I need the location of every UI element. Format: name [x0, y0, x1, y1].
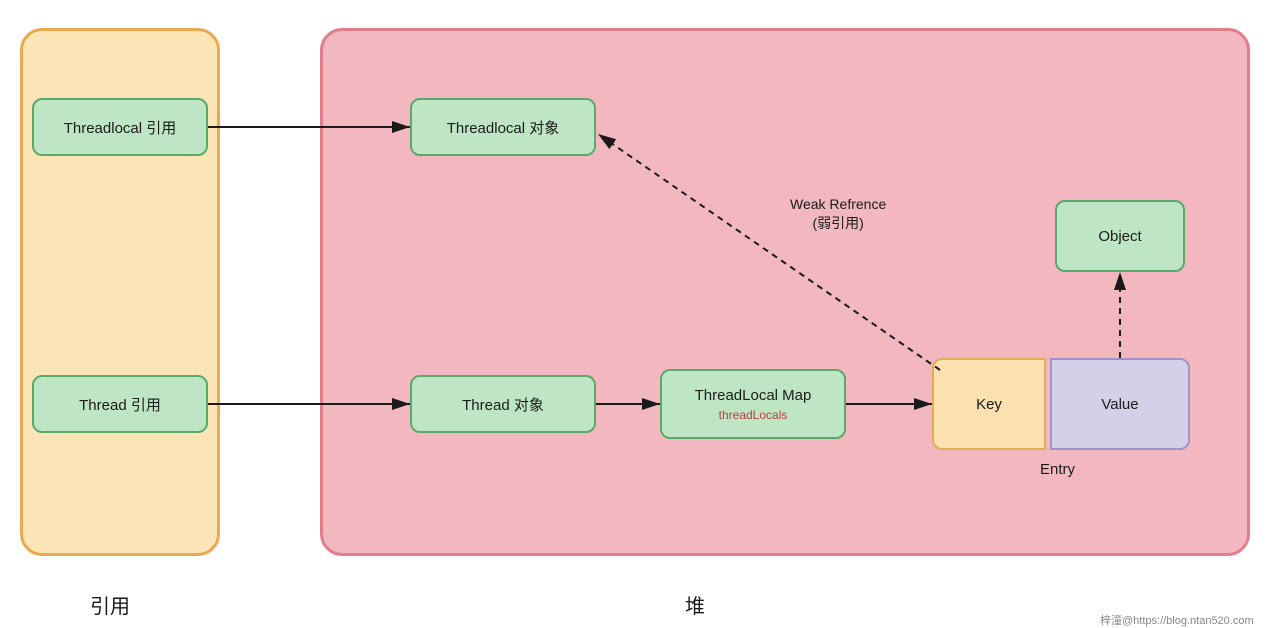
weak-reference-line1: Weak Refrence	[790, 196, 886, 212]
region-stack-label: 引用	[90, 590, 130, 619]
node-label: ThreadLocal Map	[695, 387, 812, 404]
node-threadlocal-obj: Threadlocal 对象	[410, 98, 596, 156]
node-label: Threadlocal 对象	[447, 117, 560, 138]
weak-reference-line2: (弱引用)	[812, 215, 863, 231]
node-label: Value	[1101, 396, 1138, 413]
node-label: Object	[1098, 228, 1141, 245]
node-thread-ref: Thread 引用	[32, 375, 208, 433]
node-label: Thread 引用	[79, 394, 161, 415]
diagram-canvas: Threadlocal 引用 Thread 引用 Threadlocal 对象 …	[0, 0, 1280, 628]
node-object: Object	[1055, 200, 1185, 272]
node-label: Threadlocal 引用	[64, 117, 177, 138]
watermark: 梓潼@https://blog.ntan520.com	[1100, 612, 1254, 628]
node-threadlocal-ref: Threadlocal 引用	[32, 98, 208, 156]
node-entry-key: Key	[932, 358, 1046, 450]
node-sublabel: threadLocals	[719, 408, 788, 422]
node-threadlocal-map: ThreadLocal Map threadLocals	[660, 369, 846, 439]
node-entry-value: Value	[1050, 358, 1190, 450]
region-heap-label: 堆	[685, 590, 705, 619]
node-label: Thread 对象	[462, 394, 544, 415]
entry-label: Entry	[1040, 460, 1075, 480]
node-label: Key	[976, 396, 1002, 413]
node-thread-obj: Thread 对象	[410, 375, 596, 433]
weak-reference-label: Weak Refrence (弱引用)	[790, 195, 886, 233]
